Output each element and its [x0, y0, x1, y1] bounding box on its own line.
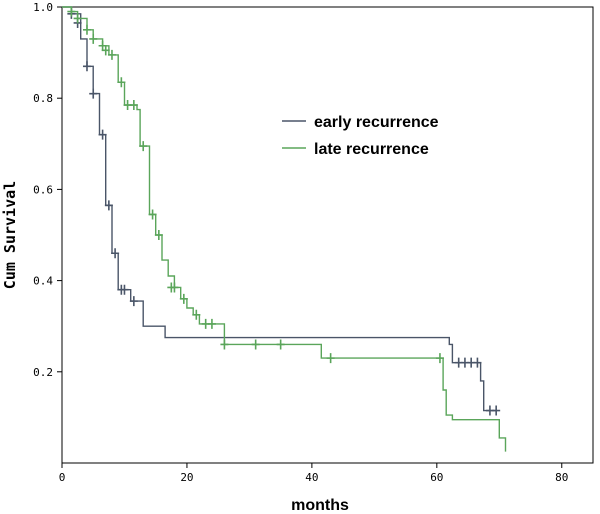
plot-frame [61, 6, 594, 464]
x-axis-title: months [291, 497, 349, 514]
censor-mark [117, 77, 126, 88]
x-axis-ticks: 0 20 40 60 80 [59, 463, 568, 484]
censor-mark [98, 129, 107, 140]
censor-mark [492, 405, 501, 416]
censor-mark [179, 293, 188, 304]
censor-mark [276, 339, 285, 350]
x-tick-label: 0 [59, 471, 66, 484]
censor-mark [73, 13, 82, 24]
y-axis-title: Cum Survival [1, 181, 19, 289]
x-tick-label: 60 [430, 471, 443, 484]
x-tick-label: 20 [180, 471, 193, 484]
censor-mark [473, 357, 482, 368]
censor-mark [129, 100, 138, 111]
survival-curve [62, 6, 497, 412]
y-axis-ticks: 0.2 0.4 0.6 0.8 1.0 [33, 1, 62, 379]
censor-mark [207, 318, 216, 329]
censor-mark [89, 88, 98, 99]
censor-mark [104, 200, 113, 211]
x-tick-label: 40 [305, 471, 318, 484]
series-early-recurrence [62, 6, 501, 416]
survival-curve [62, 6, 507, 452]
censor-mark [111, 248, 120, 259]
censor-mark [170, 282, 179, 293]
series-late-recurrence [62, 6, 507, 452]
series-layer [62, 6, 507, 452]
censor-mark [82, 61, 91, 72]
censor-mark [129, 296, 138, 307]
censor-mark [220, 339, 229, 350]
censor-mark [82, 24, 91, 35]
censor-mark [148, 209, 157, 220]
censor-mark [120, 284, 129, 295]
legend: early recurrence late recurrence [282, 114, 439, 158]
legend-label-late: late recurrence [314, 141, 429, 158]
censor-mark [89, 33, 98, 44]
censor-mark [107, 49, 116, 60]
censor-mark [251, 339, 260, 350]
y-tick-label: 0.6 [33, 183, 53, 196]
censor-mark [139, 141, 148, 152]
censor-mark [192, 309, 201, 320]
x-tick-label: 80 [555, 471, 568, 484]
censor-mark [67, 6, 76, 17]
plot-area [61, 6, 594, 464]
y-tick-label: 0.8 [33, 92, 53, 105]
y-tick-label: 0.2 [33, 366, 53, 379]
censor-mark [101, 45, 110, 56]
censor-mark [154, 230, 163, 240]
y-tick-label: 1.0 [33, 1, 53, 14]
legend-label-early: early recurrence [314, 114, 439, 131]
censor-mark [435, 353, 444, 364]
y-tick-label: 0.4 [33, 275, 53, 288]
censor-mark [326, 353, 335, 364]
